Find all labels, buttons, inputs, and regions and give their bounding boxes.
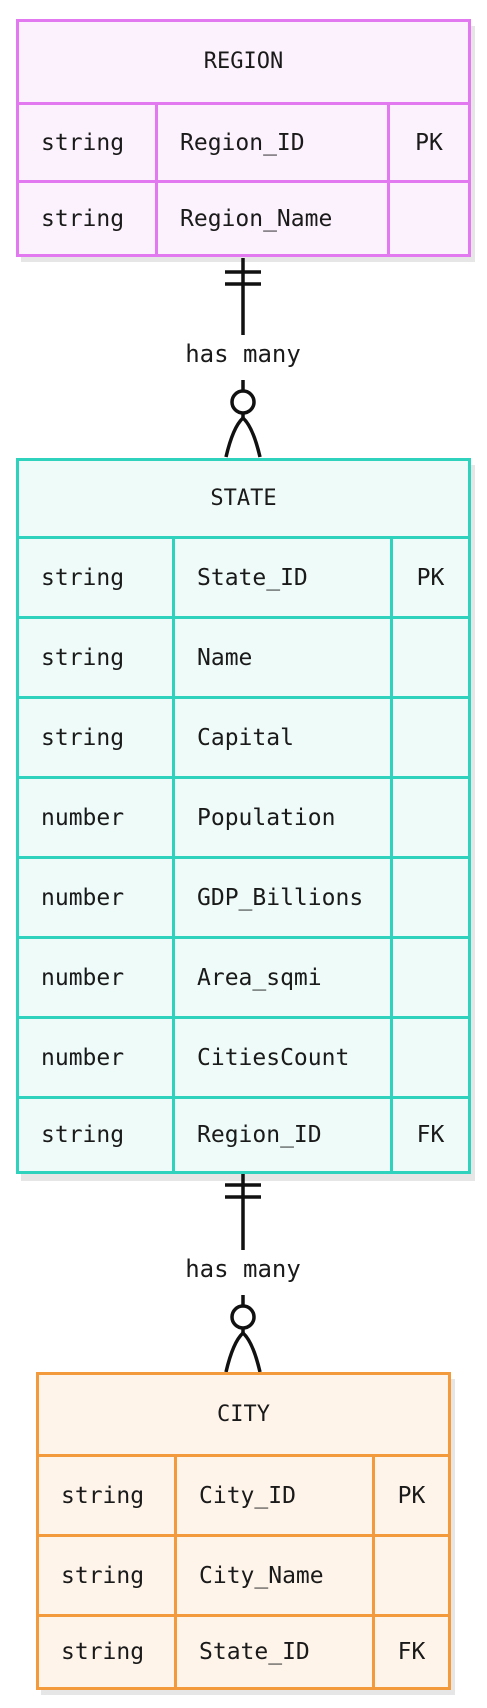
attribute-type: string [61, 1562, 145, 1589]
attribute-type: string [41, 129, 125, 156]
attribute-row: string Region_ID FK [19, 1096, 468, 1171]
attribute-row: number CitiesCount [19, 1016, 468, 1096]
attribute-key [390, 779, 468, 856]
attribute-row: string City_ID PK [39, 1454, 448, 1534]
attribute-name: City_Name [174, 1537, 372, 1614]
attribute-name: GDP_Billions [172, 859, 390, 936]
attribute-key: FK [390, 1099, 468, 1171]
entity-title: STATE [210, 486, 277, 511]
attribute-type: string [61, 1482, 145, 1509]
crow-foot-mark-2 [224, 1330, 262, 1373]
attribute-name: Area_sqmi [172, 939, 390, 1016]
zero-mark [230, 389, 256, 415]
attribute-key: PK [390, 539, 468, 616]
attribute-key [390, 939, 468, 1016]
attribute-row: number GDP_Billions [19, 856, 468, 936]
entity-city: CITY string City_ID PK string City_Name … [36, 1372, 451, 1690]
attribute-name: City_ID [174, 1457, 372, 1534]
attribute-type: number [41, 964, 125, 991]
attribute-type: number [41, 884, 125, 911]
attribute-row: string Region_ID PK [19, 102, 468, 180]
relationship-label-region-state: has many [143, 340, 343, 368]
attribute-row: number Area_sqmi [19, 936, 468, 1016]
attribute-type: number [41, 1044, 125, 1071]
attribute-row: string Name [19, 616, 468, 696]
attribute-name: Capital [172, 699, 390, 776]
attribute-row: string Region_Name [19, 180, 468, 254]
attribute-row: string State_ID PK [19, 536, 468, 616]
attribute-type: string [41, 644, 125, 671]
attribute-key: FK [372, 1617, 448, 1687]
attribute-name: Population [172, 779, 390, 856]
attribute-row: string State_ID FK [39, 1614, 448, 1687]
attribute-type: number [41, 804, 125, 831]
relationship-label-state-city: has many [143, 1255, 343, 1283]
entity-title: CITY [217, 1402, 270, 1427]
crow-foot-mark [224, 415, 262, 458]
attribute-row: string City_Name [39, 1534, 448, 1614]
attribute-key [390, 619, 468, 696]
attribute-name: Region_Name [155, 183, 387, 254]
attribute-type: string [41, 1122, 125, 1148]
attribute-key [390, 859, 468, 936]
attribute-key [372, 1537, 448, 1614]
attribute-row: string Capital [19, 696, 468, 776]
attribute-type: string [61, 1639, 145, 1665]
entity-title: REGION [203, 49, 284, 74]
attribute-key: PK [372, 1457, 448, 1534]
attribute-name: Name [172, 619, 390, 696]
attribute-name: State_ID [172, 539, 390, 616]
attribute-name: CitiesCount [172, 1019, 390, 1096]
zero-mark-2 [230, 1304, 256, 1330]
entity-state: STATE string State_ID PK string Name str… [16, 458, 471, 1174]
attribute-type: string [41, 205, 125, 232]
attribute-type: string [41, 564, 125, 591]
entity-region: REGION string Region_ID PK string Region… [16, 19, 471, 257]
attribute-name: State_ID [174, 1617, 372, 1687]
attribute-name: Region_ID [155, 105, 387, 180]
attribute-name: Region_ID [172, 1099, 390, 1171]
attribute-key [387, 183, 468, 254]
attribute-key [390, 699, 468, 776]
attribute-key [390, 1019, 468, 1096]
attribute-row: number Population [19, 776, 468, 856]
attribute-type: string [41, 724, 125, 751]
attribute-key: PK [387, 105, 468, 180]
